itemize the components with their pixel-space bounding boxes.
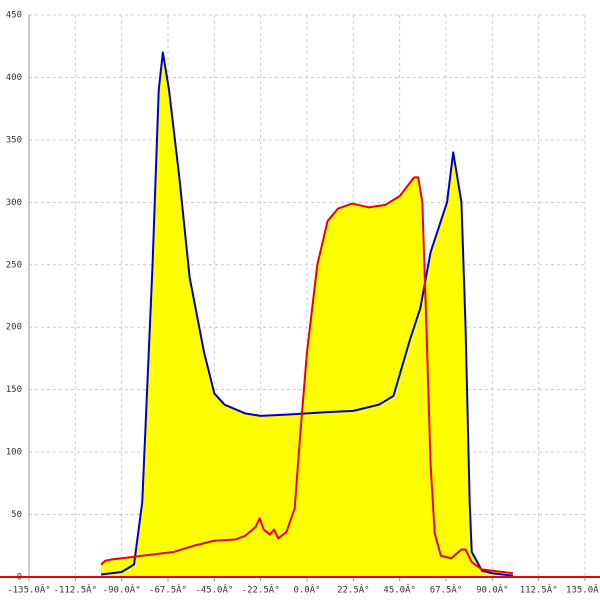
x-tick-label: 112.5Â°: [520, 584, 558, 596]
x-tick-label: -135.0Â°: [7, 584, 50, 596]
series-line: [100, 176, 514, 575]
y-tick-label: 50: [11, 510, 22, 520]
y-tick-label: 100: [6, 448, 22, 458]
y-tick-label: 200: [6, 323, 22, 333]
area-fill: [101, 177, 513, 577]
series-line: [100, 51, 514, 577]
x-tick-label: 67.5Â°: [430, 584, 463, 596]
x-tick-label: -45.0Â°: [195, 584, 233, 596]
y-tick-label: 450: [6, 11, 22, 21]
y-tick-label: 250: [6, 260, 22, 270]
x-tick-label: -22.5Â°: [242, 584, 280, 596]
x-tick-label: -67.5Â°: [149, 584, 187, 596]
y-tick-label: 150: [6, 385, 22, 395]
x-tick-label: 135.0Â°: [566, 584, 600, 596]
x-tick-label: -112.5Â°: [54, 584, 97, 596]
y-tick-label: 350: [6, 135, 22, 145]
y-tick-label: 400: [6, 73, 22, 83]
x-tick-label: 22.5Â°: [337, 584, 370, 596]
x-tick-label: 90.0Â°: [476, 584, 509, 596]
x-tick-label: 45.0Â°: [383, 584, 416, 596]
y-tick-label: 300: [6, 198, 22, 208]
x-tick-label: 0.0Â°: [293, 584, 320, 596]
x-tick-label: -90.0Â°: [103, 584, 141, 596]
